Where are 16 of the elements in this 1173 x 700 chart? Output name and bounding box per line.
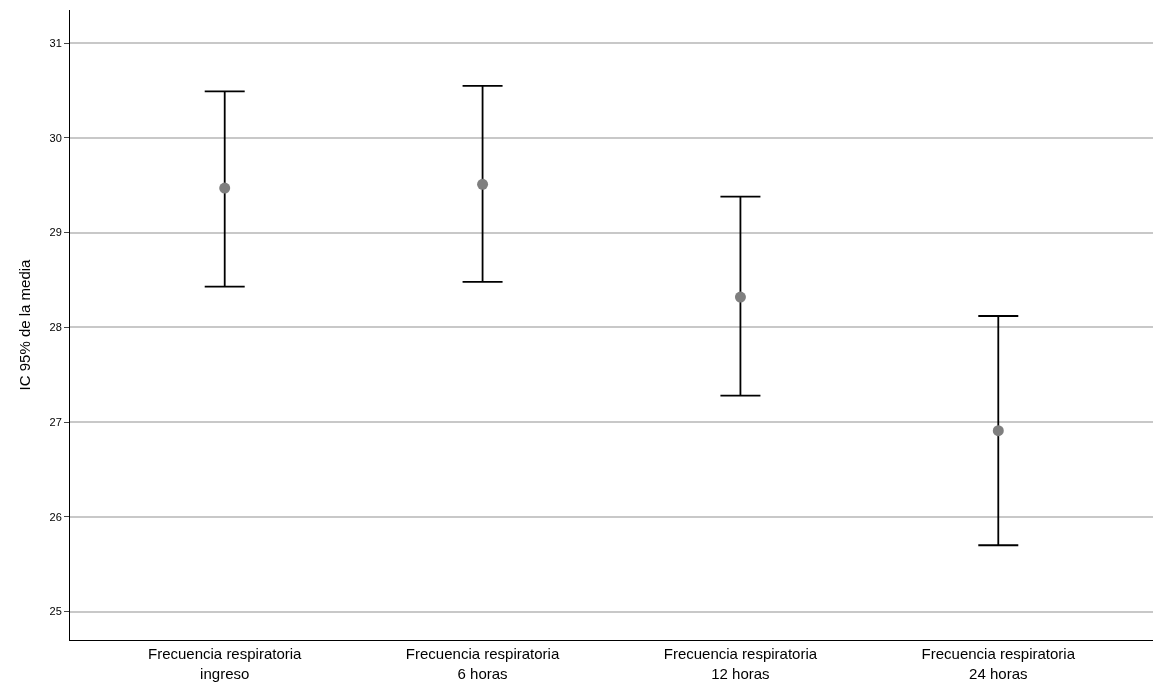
x-tick-label: Frecuencia respiratoria ingreso <box>148 645 303 682</box>
x-tick-label: Frecuencia respiratoria 24 horas <box>921 645 1076 682</box>
y-tick-label: 27 <box>49 415 62 428</box>
x-tick-label: Frecuencia respiratoria 6 horas <box>405 645 560 682</box>
y-tick-label: 28 <box>49 321 62 334</box>
x-tick-label: Frecuencia respiratoria 12 horas <box>663 645 818 682</box>
y-axis-title: IC 95% de la media <box>15 258 33 391</box>
y-tick-label: 26 <box>49 510 62 523</box>
point <box>992 425 1004 437</box>
y-tick-label: 30 <box>49 131 62 144</box>
y-tick-label: 25 <box>49 605 62 618</box>
y-tick-label: 29 <box>49 226 62 239</box>
point <box>477 178 489 190</box>
point <box>734 291 746 303</box>
point <box>219 182 231 194</box>
y-tick-label: 31 <box>49 37 62 50</box>
